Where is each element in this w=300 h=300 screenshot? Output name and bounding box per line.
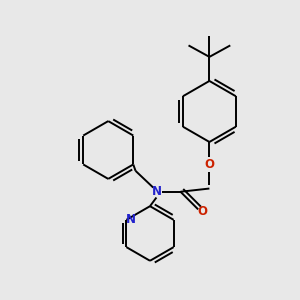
- Text: N: N: [125, 213, 136, 226]
- Text: O: O: [197, 206, 207, 218]
- Text: O: O: [204, 158, 214, 171]
- Text: N: N: [152, 185, 161, 198]
